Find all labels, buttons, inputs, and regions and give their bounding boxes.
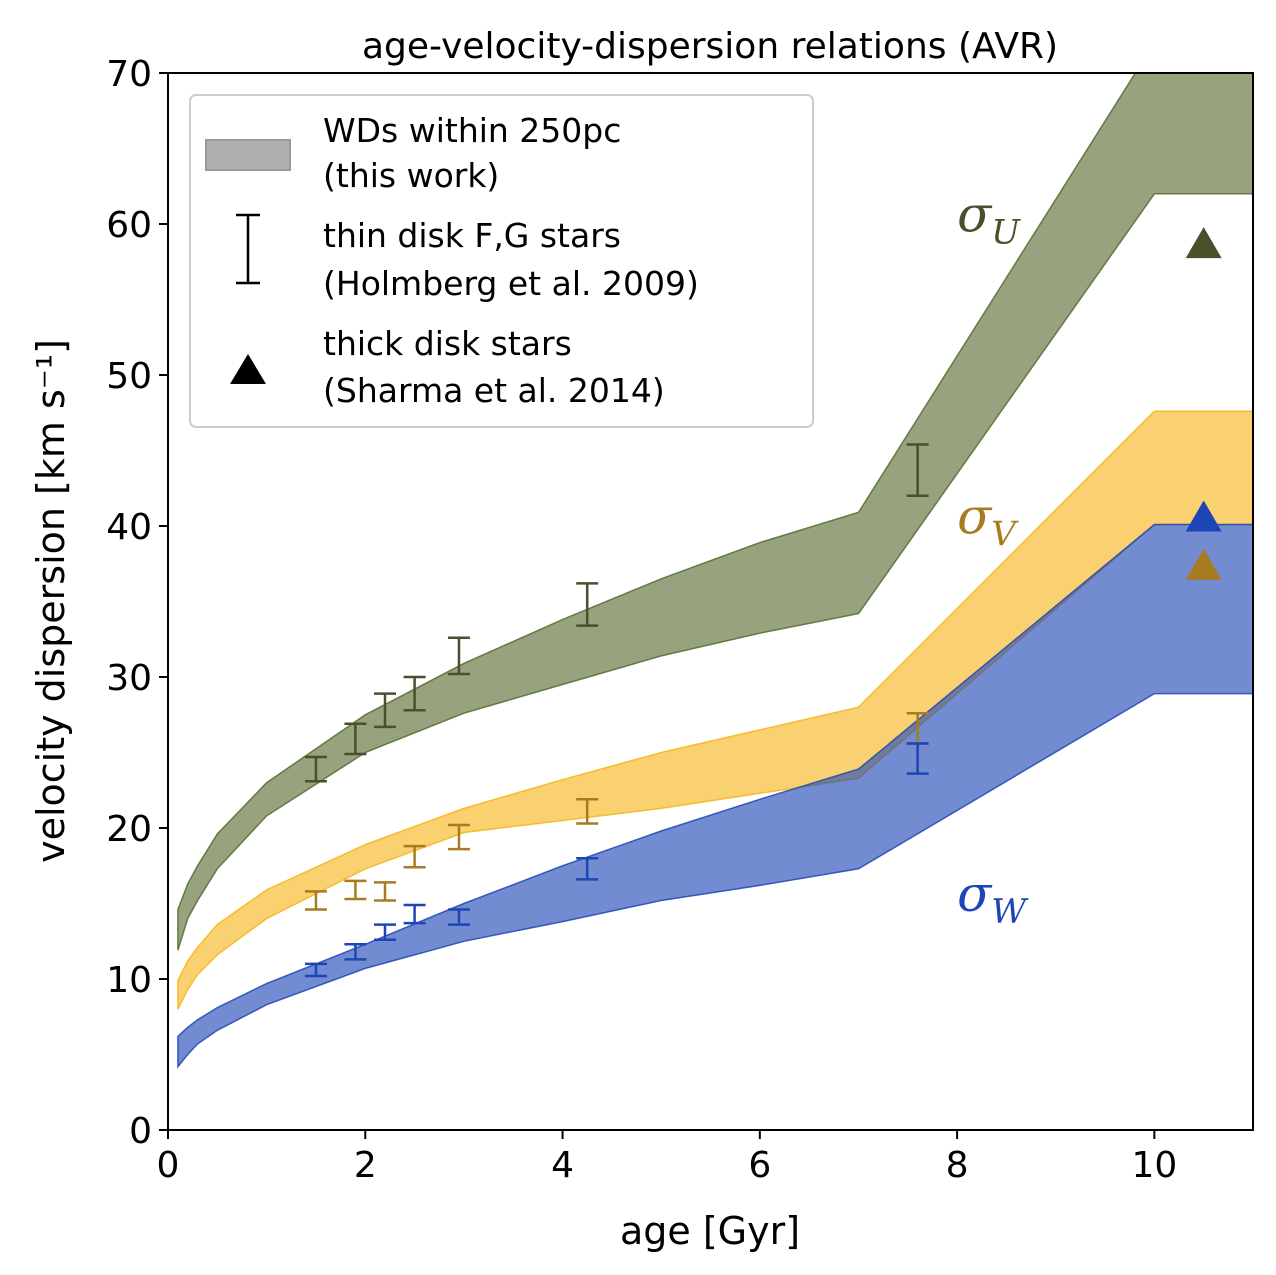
x-tick-label: 2	[354, 1145, 377, 1186]
holmberg-errorbar-w-6	[906, 742, 929, 775]
sharma-triangle-v	[1185, 548, 1222, 580]
marker-layer	[304, 227, 1222, 978]
legend: WDs within 250pc (this work) thin disk F…	[189, 94, 814, 428]
sigma-label-layer: σU σV σW	[957, 186, 1029, 932]
chart-title: age-velocity-dispersion relations (AVR)	[362, 26, 1058, 67]
sharma-triangle-u	[1185, 227, 1222, 259]
legend-item-2-line1: thin disk F,G stars	[323, 216, 621, 255]
sigma-u-label: σU	[957, 186, 1021, 253]
x-tick-label: 10	[1131, 1145, 1177, 1186]
holmberg-errorbar-u-5	[576, 582, 599, 627]
legend-frame	[189, 94, 814, 428]
holmberg-errorbar-u-1	[344, 722, 367, 756]
holmberg-errorbar-v-0	[304, 890, 327, 911]
y-tick-label: 20	[106, 809, 152, 850]
legend-item-1-line2: (this work)	[323, 156, 499, 195]
sigma-u-band	[177, 73, 1253, 951]
x-axis-ticks: 0 2 4 6 8 10	[157, 1130, 1177, 1186]
legend-item-3-line1: thick disk stars	[323, 324, 572, 363]
legend-item-3-line2: (Sharma et al. 2014)	[323, 371, 665, 410]
holmberg-errorbar-u-0	[304, 755, 327, 783]
band-layer	[177, 73, 1253, 1069]
x-tick-label: 8	[946, 1145, 969, 1186]
y-tick-label: 60	[106, 205, 152, 246]
y-tick-label: 0	[129, 1111, 152, 1152]
holmberg-errorbar-w-5	[576, 856, 599, 881]
sigma-v-band	[177, 410, 1253, 1010]
holmberg-errorbar-w-1	[344, 943, 367, 961]
y-tick-label: 70	[106, 54, 152, 95]
sigma-w-label: σW	[957, 865, 1029, 932]
sigma-v-label: σV	[957, 488, 1019, 555]
holmberg-errorbar-v-4	[447, 823, 470, 851]
holmberg-errorbar-w-0	[304, 962, 327, 978]
holmberg-errorbar-w-3	[403, 903, 426, 925]
legend-band-swatch	[205, 139, 291, 171]
y-axis-label: velocity dispersion [km s⁻¹]	[29, 339, 73, 863]
sharma-triangle-w	[1185, 500, 1222, 532]
y-tick-label: 40	[106, 507, 152, 548]
sigma-w-band	[177, 523, 1253, 1069]
holmberg-errorbar-v-2	[374, 881, 396, 902]
holmberg-errorbar-v-5	[576, 798, 599, 825]
x-axis-label: age [Gyr]	[620, 1209, 800, 1253]
y-axis-ticks: 0 10 20 30 40 50 60 70	[106, 54, 168, 1152]
plot-frame	[167, 72, 1254, 1131]
y-tick-label: 30	[106, 658, 152, 699]
y-tick-label: 50	[106, 356, 152, 397]
holmberg-errorbar-v-1	[344, 879, 367, 901]
holmberg-errorbar-w-4	[447, 908, 470, 926]
holmberg-errorbar-v-3	[403, 844, 426, 869]
holmberg-errorbar-u-6	[906, 443, 929, 498]
x-tick-label: 6	[748, 1145, 771, 1186]
legend-item-1-line1: WDs within 250pc	[323, 111, 621, 150]
y-tick-label: 10	[106, 960, 152, 1001]
x-tick-label: 4	[551, 1145, 574, 1186]
holmberg-errorbar-u-4	[447, 636, 470, 676]
x-tick-label: 0	[157, 1145, 180, 1186]
holmberg-errorbar-u-2	[374, 692, 396, 729]
holmberg-errorbar-u-3	[403, 675, 426, 712]
legend-triangle-symbol	[230, 354, 266, 384]
holmberg-errorbar-w-2	[374, 923, 396, 941]
legend-errorbar-symbol	[236, 213, 260, 285]
legend-item-2-line2: (Holmberg et al. 2009)	[323, 264, 699, 303]
